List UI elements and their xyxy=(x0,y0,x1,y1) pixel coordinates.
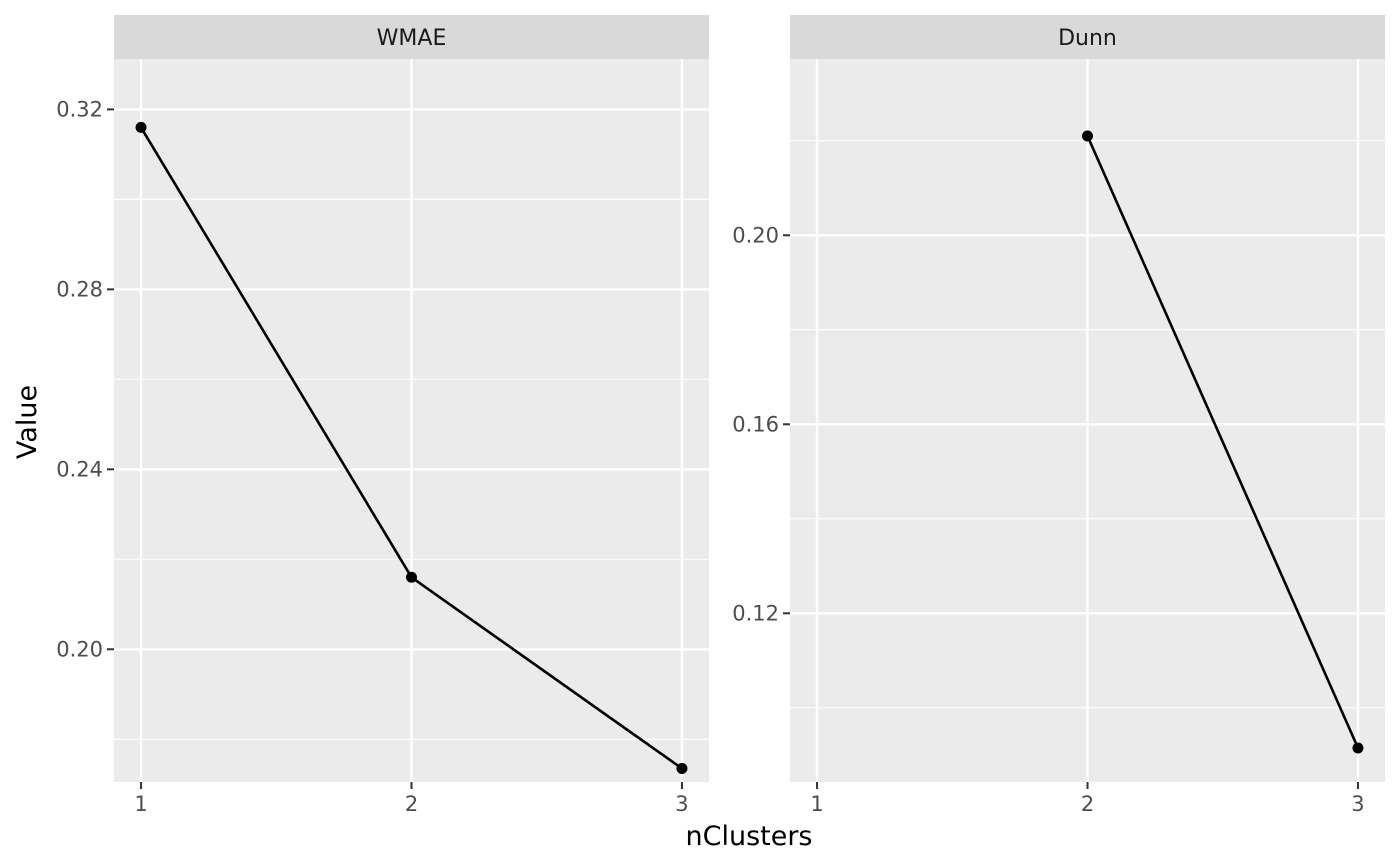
data-point xyxy=(135,121,147,133)
x-tick-label: 2 xyxy=(1081,792,1094,816)
y-tick-label: 0.20 xyxy=(732,223,779,247)
facet-panel-wmae: WMAE 0.20 0.24 0.28 0.32 1 2 3 xyxy=(56,15,709,816)
data-point xyxy=(1352,742,1364,754)
y-tick-label: 0.16 xyxy=(732,412,779,436)
y-tick-label: 0.20 xyxy=(56,637,103,661)
facet-strip xyxy=(790,15,1385,59)
facet-strip-label: Dunn xyxy=(1058,26,1117,51)
x-axis-title: nClusters xyxy=(685,821,812,852)
y-tick-label: 0.12 xyxy=(732,601,779,625)
facet-panel-dunn: Dunn 0.12 0.16 0.20 1 2 3 xyxy=(732,15,1385,816)
facet-strip-label: WMAE xyxy=(377,26,447,51)
data-point xyxy=(676,763,688,775)
y-tick-label: 0.24 xyxy=(56,457,103,481)
x-tick-label: 1 xyxy=(134,792,147,816)
y-tick-label: 0.32 xyxy=(56,97,103,121)
y-tick-label: 0.28 xyxy=(56,277,103,301)
x-tick-label: 3 xyxy=(1351,792,1364,816)
y-axis-title: Value xyxy=(12,385,43,459)
x-tick-label: 1 xyxy=(810,792,823,816)
x-tick-label: 2 xyxy=(405,792,418,816)
series-line xyxy=(1086,135,1360,749)
data-point xyxy=(406,571,417,583)
x-tick-label: 3 xyxy=(675,792,688,816)
facet-strip xyxy=(114,15,709,59)
data-point xyxy=(1082,130,1093,142)
